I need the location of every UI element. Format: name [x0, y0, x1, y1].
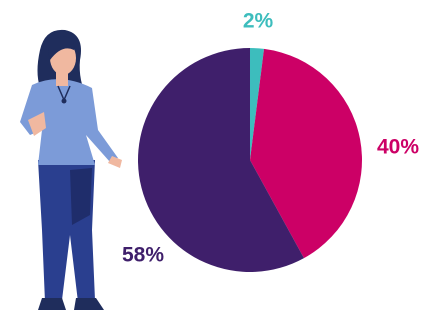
data-label: 2%: [243, 10, 274, 33]
data-label: 40%: [377, 136, 419, 159]
woman-illustration: [20, 30, 122, 310]
chart: 2% 40% 58%: [0, 0, 426, 312]
data-label: 58%: [122, 244, 164, 267]
